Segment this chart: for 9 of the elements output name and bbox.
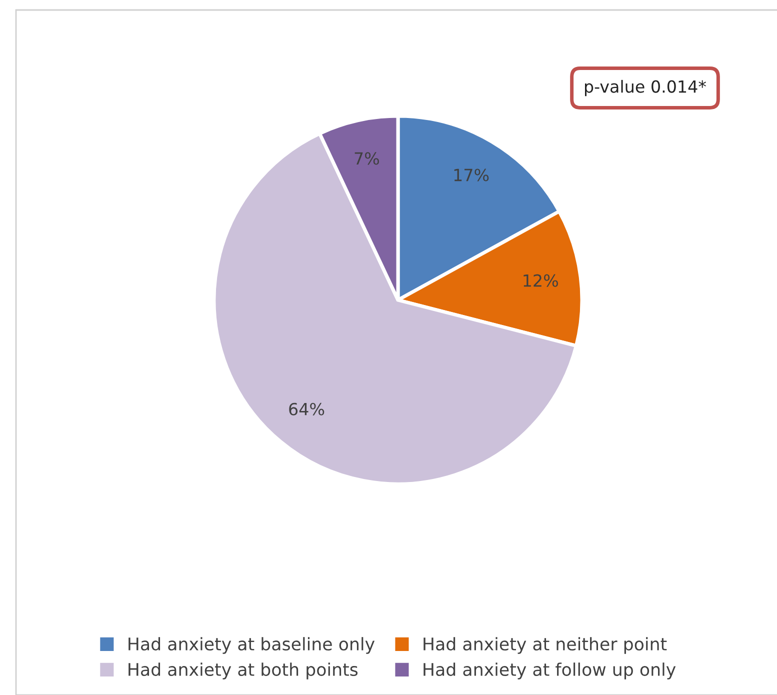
legend-label: Had anxiety at follow up only [424,662,676,680]
data-label: 7% [354,152,379,165]
legend-label: Had anxiety at baseline only [128,637,375,654]
data-label: 17% [454,168,489,182]
legend-label: Had anxiety at both points [128,662,358,680]
data-label: 12% [524,274,558,287]
data-label: 64% [289,402,324,416]
legend-label: Had anxiety at neither point [424,637,667,654]
text: p-value 0.014* [585,80,706,96]
